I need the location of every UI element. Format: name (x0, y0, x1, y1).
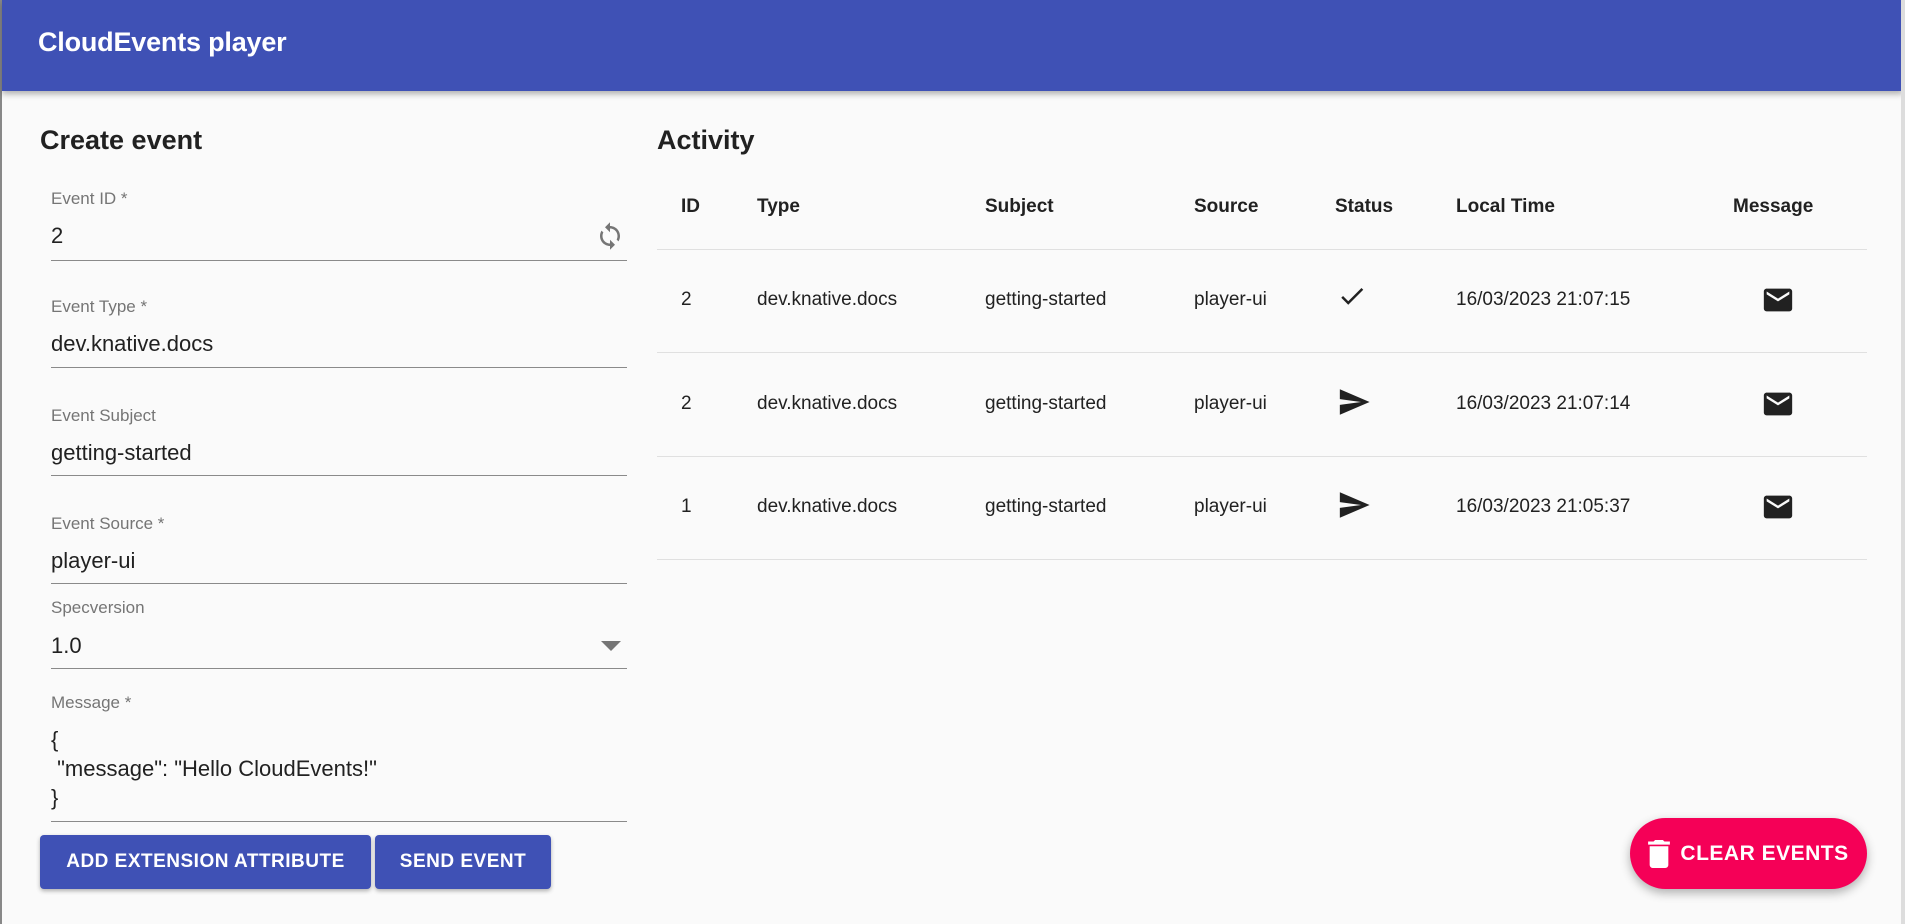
cell-type: dev.knative.docs (757, 392, 898, 414)
send-event-button[interactable]: SEND EVENT (375, 835, 551, 889)
column-header-type[interactable]: Type (757, 196, 800, 217)
message-label: Message * (51, 693, 132, 712)
event-subject-input[interactable]: getting-started (51, 440, 192, 465)
add-extension-attribute-button[interactable]: ADD EXTENSION ATTRIBUTE (40, 835, 371, 889)
event-subject-field[interactable]: Event Subject getting-started (51, 406, 627, 478)
cell-source: player-ui (1194, 496, 1267, 517)
cell-id: 2 (681, 289, 692, 310)
column-header-status[interactable]: Status (1335, 196, 1394, 217)
cell-local-time: 16/03/2023 21:05:37 (1456, 496, 1631, 517)
event-source-label: Event Source * (51, 514, 165, 533)
scrollbar[interactable] (1901, 0, 1905, 924)
refresh-icon[interactable] (595, 221, 625, 251)
cell-local-time: 16/03/2023 21:07:15 (1456, 289, 1631, 310)
column-header-source[interactable]: Source (1194, 196, 1259, 217)
app-title: CloudEvents player (38, 27, 287, 57)
clear-events-label: CLEAR EVENTS (1680, 841, 1849, 865)
event-type-field[interactable]: Event Type * dev.knative.docs (51, 297, 627, 369)
event-id-field[interactable]: Event ID * 2 (51, 189, 627, 261)
cell-subject: getting-started (985, 496, 1107, 517)
cell-source: player-ui (1194, 289, 1267, 310)
check-icon (1337, 281, 1367, 316)
specversion-label: Specversion (51, 598, 145, 617)
specversion-select[interactable]: Specversion 1.0 (51, 598, 627, 670)
mail-icon[interactable] (1761, 490, 1795, 529)
cell-type: dev.knative.docs (757, 496, 898, 517)
event-type-label: Event Type * (51, 297, 148, 316)
cell-subject: getting-started (985, 392, 1107, 414)
event-id-label: Event ID * (51, 189, 128, 208)
message-field[interactable]: Message * { "message": "Hello CloudEvent… (51, 693, 627, 823)
mail-icon[interactable] (1761, 387, 1795, 426)
column-header-message[interactable]: Message (1733, 196, 1814, 217)
cell-id: 1 (681, 496, 692, 517)
specversion-value[interactable]: 1.0 (51, 633, 82, 658)
send-icon (1337, 385, 1371, 424)
message-line[interactable]: "message": "Hello CloudEvents!" (51, 756, 377, 781)
mail-icon[interactable] (1761, 283, 1795, 322)
cell-type: dev.knative.docs (757, 289, 898, 310)
event-id-input[interactable]: 2 (51, 223, 64, 248)
column-header-local-time[interactable]: Local Time (1456, 196, 1555, 217)
chevron-down-icon[interactable] (601, 640, 621, 652)
event-source-input[interactable]: player-ui (51, 548, 136, 573)
event-subject-label: Event Subject (51, 406, 156, 425)
activity-heading: Activity (657, 125, 755, 155)
trash-icon (1648, 839, 1671, 868)
cell-local-time: 16/03/2023 21:07:14 (1456, 392, 1631, 414)
cell-subject: getting-started (985, 289, 1107, 310)
column-header-subject[interactable]: Subject (985, 196, 1054, 217)
event-source-field[interactable]: Event Source * player-ui (51, 514, 627, 586)
event-type-input[interactable]: dev.knative.docs (51, 331, 214, 356)
cell-source: player-ui (1194, 392, 1267, 414)
create-event-heading: Create event (40, 125, 203, 155)
clear-events-button[interactable]: CLEAR EVENTS (1630, 818, 1867, 889)
message-line[interactable]: } (51, 785, 59, 810)
cell-id: 2 (681, 392, 692, 414)
app-bar: CloudEvents player (2, 0, 1903, 91)
message-line[interactable]: { (51, 727, 59, 752)
column-header-id[interactable]: ID (681, 196, 700, 217)
send-icon (1337, 488, 1371, 527)
